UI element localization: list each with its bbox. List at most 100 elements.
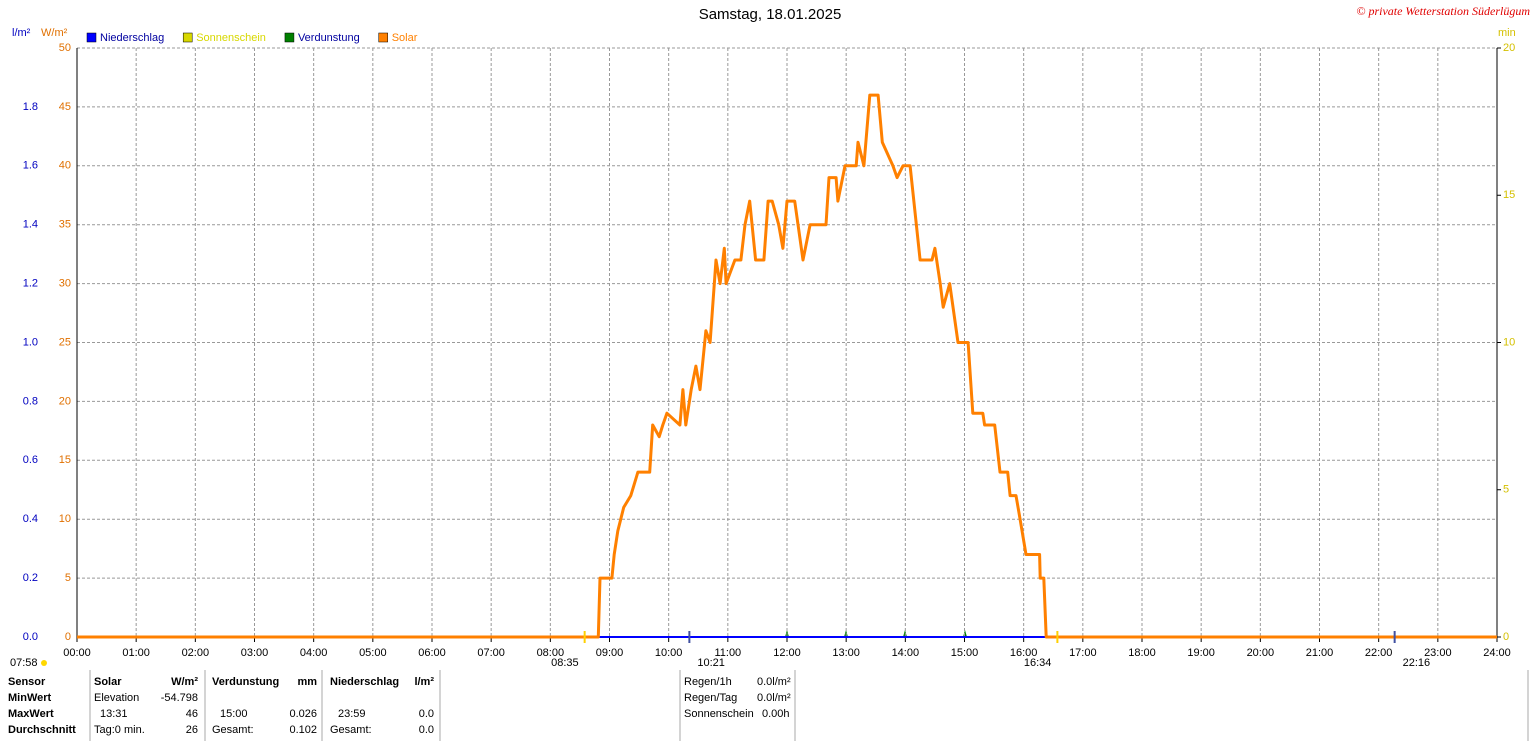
table-cell: Durchschnitt: [8, 724, 76, 736]
table-cell: 0.026: [289, 708, 317, 720]
table-cell: 13:31: [100, 708, 128, 720]
x-tick-label: 05:00: [359, 647, 387, 659]
y-tick-label: 30: [59, 278, 71, 290]
y-tick-label: 35: [59, 219, 71, 231]
chart-title: Samstag, 18.01.2025: [699, 6, 842, 23]
table-cell: 23:59: [338, 708, 366, 720]
rain-tick-label: 1.0: [23, 336, 38, 348]
table-lines: [89, 670, 1529, 741]
rain-tick-label: 0.4: [23, 513, 38, 525]
x-tick-label: 21:00: [1306, 647, 1334, 659]
x-tick-label: 01:00: [122, 647, 150, 659]
y-tick-label: 10: [59, 513, 71, 525]
y-tick-label: 5: [65, 572, 71, 584]
x-tick-label: 19:00: [1187, 647, 1215, 659]
table-header: mm: [297, 676, 317, 688]
table-cell: 0.0: [419, 724, 434, 736]
sun-time: 08:35: [551, 657, 579, 669]
x-tick-label: 03:00: [241, 647, 269, 659]
table-cell: 0.0: [419, 708, 434, 720]
table-cell: 0.102: [289, 724, 317, 736]
table-cell: Elevation: [94, 692, 139, 704]
x-tick-label: 17:00: [1069, 647, 1097, 659]
summary-value: 0.00h: [762, 708, 790, 720]
rain-tick-label: 0.6: [23, 454, 38, 466]
legend-label: Solar: [392, 32, 418, 44]
rain-tick-label: 1.6: [23, 160, 38, 172]
legend-swatch: [284, 32, 295, 43]
moon-label: 07:58: [10, 657, 38, 669]
summary-value: 0.0l/m²: [757, 692, 791, 704]
x-tick-label: 14:00: [892, 647, 920, 659]
table-cell: -54.798: [161, 692, 198, 704]
x-tick-label: 23:00: [1424, 647, 1452, 659]
y-tick-label: 45: [59, 101, 71, 113]
table-cell: 15:00: [220, 708, 248, 720]
table-cell: MinWert: [8, 692, 52, 704]
rain-tick-label: 1.2: [23, 278, 38, 290]
y-axis-label: W/m²: [41, 27, 68, 39]
x-tick-label: 04:00: [300, 647, 328, 659]
summary-label: Regen/1h: [684, 676, 732, 688]
rain-tick-label: 1.4: [23, 219, 38, 231]
summary-value: 0.0l/m²: [757, 676, 791, 688]
x-tick-label: 15:00: [951, 647, 979, 659]
y-tick-label: 50: [59, 42, 71, 54]
x-tick-label: 12:00: [773, 647, 801, 659]
y2-tick-label: 5: [1503, 484, 1509, 496]
table-cell: 46: [186, 708, 198, 720]
x-tick-label: 10:00: [655, 647, 683, 659]
rain-tick-label: 1.8: [23, 101, 38, 113]
y-tick-label: 20: [59, 395, 71, 407]
x-tick-label: 06:00: [418, 647, 446, 659]
legend-label: Niederschlag: [100, 32, 164, 44]
y2-tick-label: 10: [1503, 336, 1515, 348]
y-tick-label: 15: [59, 454, 71, 466]
legend-label: Verdunstung: [298, 32, 360, 44]
y-tick-label: 0: [65, 631, 71, 643]
moon-icon: [41, 660, 47, 666]
x-tick-label: 02:00: [182, 647, 210, 659]
legend-label: Sonnenschein: [196, 32, 266, 44]
rain-axis-label: l/m²: [12, 27, 31, 39]
table-cell: Gesamt:: [212, 724, 254, 736]
y2-tick-label: 0: [1503, 631, 1509, 643]
table-header: Niederschlag: [330, 676, 399, 688]
y2-tick-label: 15: [1503, 189, 1515, 201]
legend-swatch: [182, 32, 193, 43]
x-tick-label: 24:00: [1483, 647, 1511, 659]
rain-tick-label: 0.2: [23, 572, 38, 584]
x-tick-label: 00:00: [63, 647, 91, 659]
series-line: [77, 93, 1497, 639]
table-cell: Tag:0 min.: [94, 724, 145, 736]
x-tick-label: 07:00: [477, 647, 505, 659]
x-tick-label: 11:00: [714, 647, 741, 659]
table-header: Solar: [94, 676, 122, 688]
credit: © private Wetterstation Süderlügum: [1356, 4, 1530, 18]
sun-time: 10:21: [697, 657, 725, 669]
table-cell: 26: [186, 724, 198, 736]
legend-swatch: [86, 32, 97, 43]
table-header: Sensor: [8, 676, 46, 688]
y2-axis-label: min: [1498, 27, 1516, 39]
y-tick-label: 25: [59, 336, 71, 348]
evaporation-markers: [785, 630, 967, 637]
legend-swatch: [378, 32, 388, 43]
rain-tick-label: 0.8: [23, 395, 38, 407]
summary-label: Regen/Tag: [684, 692, 737, 704]
table-cell: MaxWert: [8, 708, 54, 720]
x-tick-label: 20:00: [1247, 647, 1275, 659]
x-tick-label: 09:00: [596, 647, 624, 659]
table-cell: Gesamt:: [330, 724, 372, 736]
table-header: Verdunstung: [212, 676, 279, 688]
summary-label: Sonnenschein: [684, 708, 754, 720]
x-tick-label: 18:00: [1128, 647, 1156, 659]
x-tick-label: 22:00: [1365, 647, 1393, 659]
rain-tick-label: 0.0: [23, 631, 38, 643]
y-tick-label: 40: [59, 160, 71, 172]
table-header: l/m²: [414, 676, 434, 688]
x-tick-label: 13:00: [832, 647, 860, 659]
x-tick-label: 16:00: [1010, 647, 1038, 659]
sun-time: 16:34: [1024, 657, 1052, 669]
